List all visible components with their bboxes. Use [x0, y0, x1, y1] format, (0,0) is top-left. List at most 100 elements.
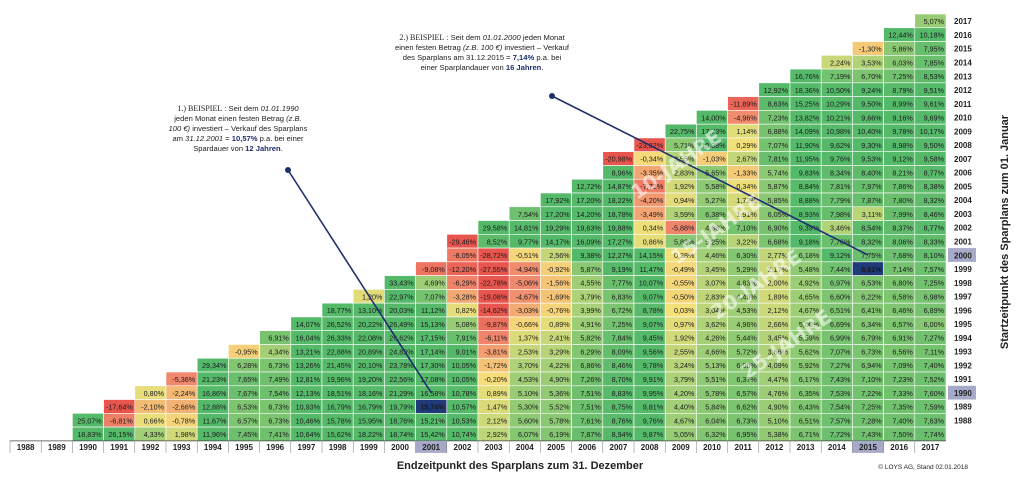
cell-label-1990-2015: 7,22%	[861, 389, 882, 398]
x-tick-2015: 2015	[859, 443, 877, 452]
cell-label-1993-2004: 2,53%	[518, 347, 539, 356]
cell-label-2011-2014: 10,29%	[826, 100, 851, 109]
x-tick-2011: 2011	[735, 443, 753, 452]
cell-label-1996-1999: 13,10%	[358, 306, 383, 315]
cell-label-2002-2011: 7,10%	[736, 224, 757, 233]
x-tick-1992: 1992	[142, 443, 160, 452]
y-tick-2007: 2007	[954, 155, 972, 164]
x-tick-2014: 2014	[828, 443, 846, 452]
cell-label-1999-2011: 5,29%	[736, 265, 757, 274]
cell-label-2001-2012: 6,68%	[768, 237, 789, 246]
cell-label-2005-2011: 0,34%	[736, 182, 757, 191]
cell-label-2011-2012: 8,63%	[768, 100, 789, 109]
cell-label-1997-2013: 4,65%	[799, 292, 820, 301]
cell-label-2011-2015: 9,50%	[861, 100, 882, 109]
x-tick-2005: 2005	[547, 443, 565, 452]
cell-label-1995-2002: 5,08%	[456, 320, 477, 329]
cell-label-1992-1996: 6,73%	[268, 361, 289, 370]
cell-label-2012-2013: 18,36%	[795, 86, 820, 95]
annotation-1-label: 1.) BEISPIEL	[177, 104, 223, 113]
cell-label-2015-2017: 7,95%	[924, 45, 945, 54]
cell-label-1988-2011: 6,73%	[736, 416, 757, 425]
cell-label-1990-2004: 5,10%	[518, 389, 539, 398]
x-tick-2013: 2013	[797, 443, 815, 452]
cell-label-2005-2010: 5,58%	[705, 182, 726, 191]
cell-label-1996-1998: 18,77%	[327, 306, 352, 315]
cell-label-2003-2006: 14,20%	[576, 210, 601, 219]
cell-label-1997-2002: -3,28%	[453, 292, 476, 301]
annotation-1-date-end: 31.12.2001	[185, 134, 224, 143]
cell-label-1988b-1994: 11,96%	[203, 430, 227, 439]
y-tick-2017: 2017	[954, 17, 972, 26]
x-tick-1991: 1991	[110, 443, 128, 452]
y-tick-1992: 1992	[954, 361, 972, 370]
cell-label-2000-2003: -28,72%	[480, 251, 507, 260]
cell-label-2008-2014: 9,62%	[830, 141, 851, 150]
cell-label-1988-2012: 5,10%	[768, 416, 789, 425]
cell-label-2006-2011: -1,33%	[734, 168, 757, 177]
y-tick-2011: 2011	[954, 100, 972, 109]
x-tick-1995: 1995	[235, 443, 253, 452]
cell-label-1999-2016: 7,14%	[892, 265, 913, 274]
cell-label-1989-1997: 10,93%	[296, 403, 321, 412]
cell-label-2000-2002: -8,05%	[453, 251, 476, 260]
y-tick-1995: 1995	[954, 320, 972, 329]
x-tick-1999: 1999	[360, 443, 378, 452]
annotation-1-pointer	[287, 169, 432, 394]
cell-label-1996-2015: 6,41%	[861, 306, 882, 315]
x-tick-1993: 1993	[173, 443, 191, 452]
cell-label-2006-2007: 8,96%	[612, 168, 633, 177]
cell-label-2008-2013: 11,90%	[795, 141, 819, 150]
cell-label-1998-2001: 4,69%	[424, 279, 445, 288]
cell-label-1998-2008: 10,07%	[639, 279, 664, 288]
cell-label-2000-2014: 9,12%	[830, 251, 851, 260]
cell-label-1988-2007: 8,76%	[612, 416, 633, 425]
cell-label-2004-2015: 7,87%	[861, 196, 882, 205]
cell-label-2005-2007: 14,87%	[608, 182, 633, 191]
cell-label-1999-2009: -0,49%	[672, 265, 695, 274]
x-tick-2010: 2010	[703, 443, 721, 452]
cell-label-1992-2011: 6,08%	[736, 361, 757, 370]
cell-label-1995-2008: 9,07%	[643, 320, 664, 329]
y-tick-2004: 2004	[954, 196, 972, 205]
cell-label-1995-2006: 4,91%	[580, 320, 601, 329]
cell-label-1998-2013: 4,92%	[799, 279, 820, 288]
cell-label-2005-2017: 8,38%	[924, 182, 945, 191]
annotation-example-1: 1.) BEISPIEL : Seit dem 01.01.1990 jeden…	[168, 104, 308, 154]
cell-label-2012-2017: 9,51%	[924, 86, 945, 95]
cell-label-1993-2005: 3,29%	[549, 347, 570, 356]
cell-label-1997-2012: 1,89%	[768, 292, 789, 301]
cell-label-1993-2017: 7,11%	[924, 347, 944, 356]
cell-label-1990-2010: 5,78%	[705, 389, 726, 398]
cell-label-2003-2009: 3,59%	[674, 210, 695, 219]
cell-label-1992-2017: 7,40%	[924, 361, 945, 370]
cell-label-1989-1996: 6,73%	[268, 403, 289, 412]
cell-label-1989-2005: 5,52%	[549, 403, 570, 412]
cell-label-1989-1999: 16,79%	[358, 403, 383, 412]
x-tick-2008: 2008	[641, 443, 659, 452]
cell-label-1988-2016: 7,40%	[892, 416, 913, 425]
cell-label-1995-2011: 4,96%	[736, 320, 757, 329]
y-tick-1988: 1988	[954, 417, 972, 426]
y-tick-2005: 2005	[954, 182, 972, 191]
cell-label-2010-2011: -4,96%	[734, 113, 757, 122]
y-tick-2009: 2009	[954, 127, 972, 136]
cell-label-2001-2011: 3,22%	[736, 237, 757, 246]
y-tick-2003: 2003	[954, 210, 972, 219]
cell-label-2006-2008: -3,35%	[640, 168, 663, 177]
cell-label-1989-2002: 10,57%	[452, 403, 477, 412]
cell-label-1996-2009: 0,03%	[674, 306, 695, 315]
cell-label-1988b-2002: 10,74%	[452, 430, 477, 439]
cell-label-2015-2016: 5,86%	[892, 45, 913, 54]
y-tick-1994: 1994	[954, 334, 972, 343]
cell-label-2001-2010: 5,25%	[705, 237, 726, 246]
cell-label-2001-2008: 0,86%	[643, 237, 664, 246]
cell-label-1991-2014: 7,43%	[830, 375, 851, 384]
cell-label-1996-2002: 0,82%	[456, 306, 477, 315]
cell-label-1988-1999: 15,95%	[358, 416, 383, 425]
annotation-1-text-2: jeden Monat einen festen Betrag	[174, 114, 287, 123]
cell-label-2000-2004: -0,51%	[516, 251, 539, 260]
annotation-2-text-3: investiert – Verkauf des Sparplans am 31…	[402, 43, 569, 62]
cell-label-1992-2012: 4,09%	[768, 361, 789, 370]
cell-label-1993-2002: 9,01%	[456, 347, 477, 356]
